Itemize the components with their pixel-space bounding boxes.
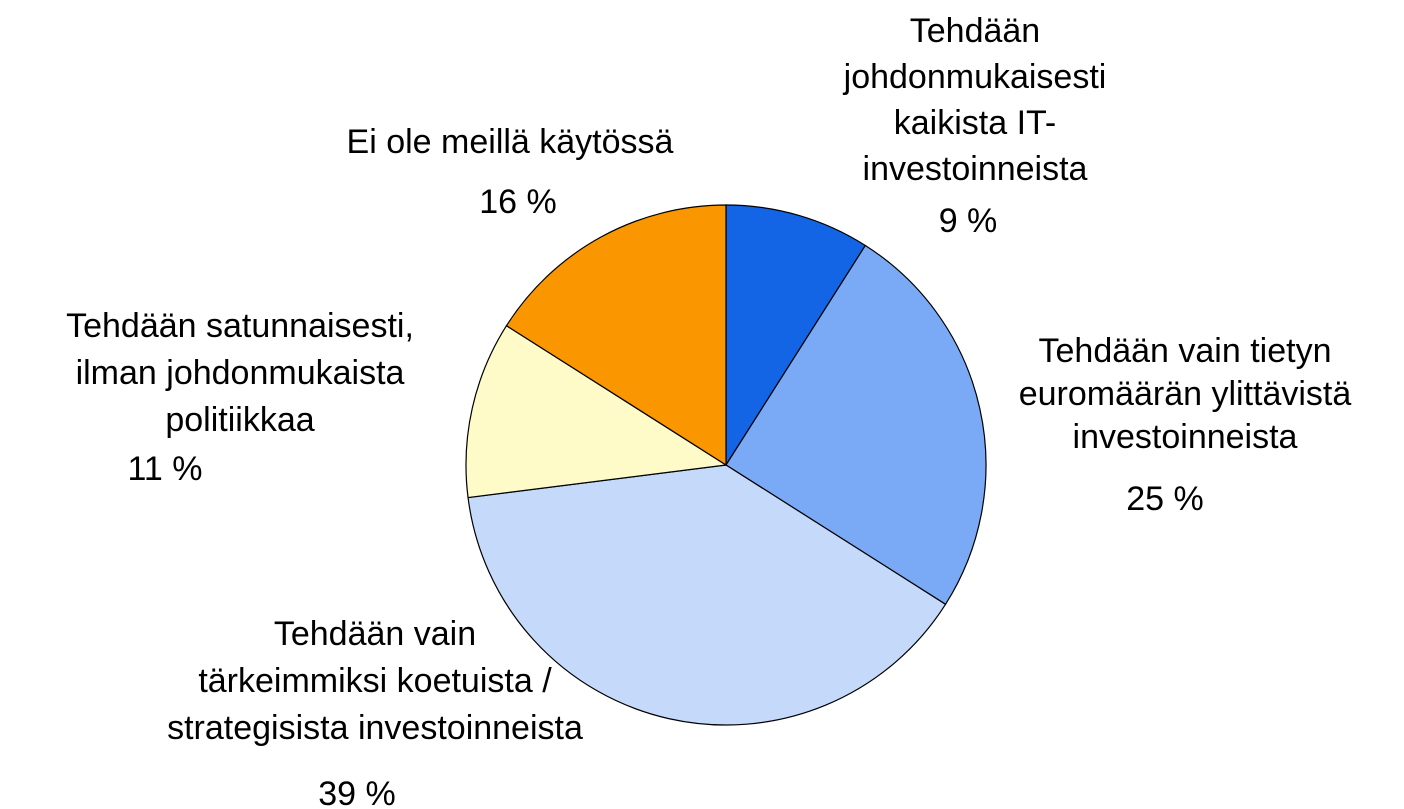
value-label: 25 % bbox=[1126, 480, 1204, 518]
value-label: 16 % bbox=[479, 183, 557, 221]
value-label: 9 % bbox=[939, 202, 998, 240]
pie-slice bbox=[725, 244, 987, 606]
slice-label: Ei ole meillä käytössä bbox=[347, 123, 674, 161]
slice-label: Tehdään satunnaisesti, ilman johdonmukais… bbox=[66, 307, 414, 439]
value-label: 11 % bbox=[128, 450, 203, 488]
pie-slice bbox=[465, 324, 728, 499]
pie-slice bbox=[467, 464, 947, 726]
pie-slice bbox=[505, 204, 727, 467]
value-label: 39 % bbox=[318, 775, 396, 809]
slice-label: Tehdään vain tärkeimmiksi koetuista / stra… bbox=[167, 615, 583, 747]
slice-label: Tehdään johdonmukaisesti kaikista IT-inves… bbox=[843, 12, 1107, 188]
pie-slice bbox=[725, 204, 867, 468]
slice-label: Tehdään vain tietyn euromäärän ylittävist… bbox=[1019, 332, 1352, 456]
